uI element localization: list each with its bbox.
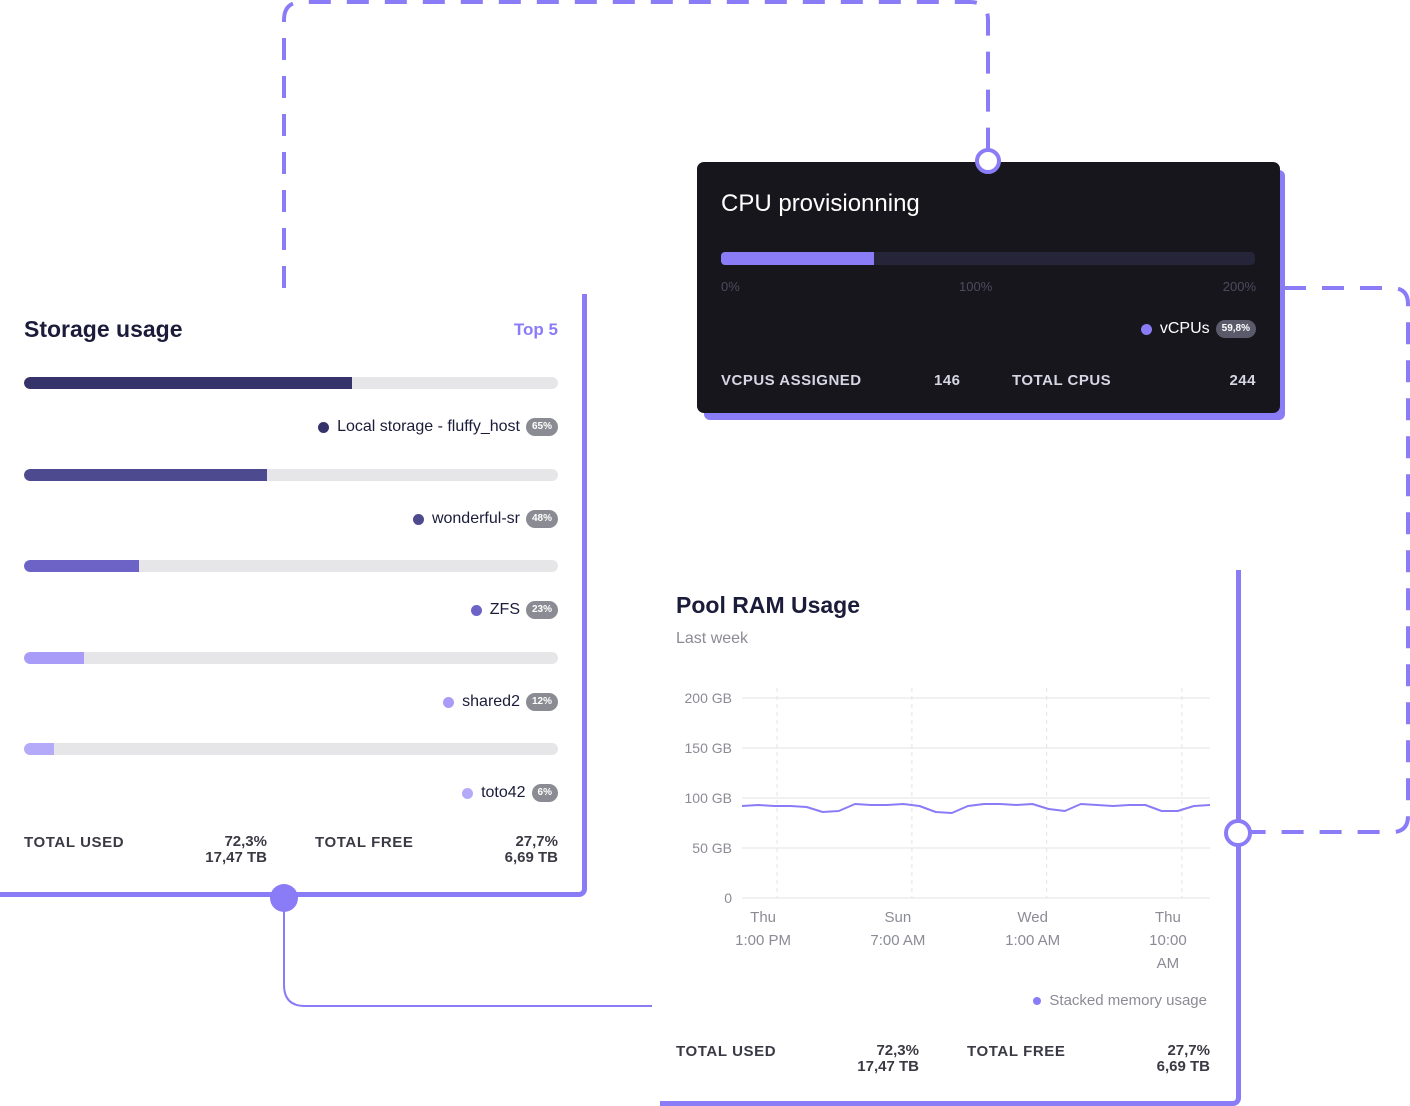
ram-total-free-size: 6,69 TB <box>1156 1058 1210 1075</box>
storage-connector-node <box>270 884 298 912</box>
storage-item-name: shared2 <box>462 693 520 710</box>
cpu-tick-0: 0% <box>721 279 740 294</box>
storage-card-title: Storage usage <box>24 316 183 342</box>
ram-chart-legend: Stacked memory usage <box>1033 992 1207 1009</box>
top5-filter-link[interactable]: Top 5 <box>513 320 558 339</box>
storage-percent-badge: 65% <box>525 418 558 436</box>
ram-legend-dot <box>1033 996 1042 1005</box>
x-tick-label: Wed 1:00 AM <box>1005 909 1060 949</box>
storage-legend-dot <box>443 696 455 708</box>
storage-legend-dot <box>462 787 474 799</box>
storage-totals: TOTAL USED 72,3% 17,47 TB TOTAL FREE 27,… <box>24 834 558 866</box>
storage-bar-track <box>24 469 558 481</box>
total-used-label: TOTAL USED <box>24 834 125 851</box>
y-tick-label: 50 GB <box>692 840 732 856</box>
total-used-percent: 72,3% <box>224 833 267 850</box>
storage-item: shared2 12% <box>24 652 558 711</box>
storage-bar-fill <box>24 377 353 389</box>
cpu-card-title: CPU provisionning <box>721 190 920 217</box>
ram-total-used-value: 72,3% 17,47 TB <box>796 1043 919 1075</box>
storage-percent-badge: 12% <box>525 693 558 711</box>
total-free-percent: 27,7% <box>515 833 558 850</box>
storage-item: Local storage - fluffy_host 65% <box>24 377 558 436</box>
cpu-tick-100: 100% <box>959 279 993 294</box>
ram-total-used-size: 17,47 TB <box>857 1058 919 1075</box>
solid-connector-bottom <box>283 898 652 1007</box>
storage-bar-track <box>24 652 558 664</box>
ram-card-title: Pool RAM Usage <box>676 592 861 618</box>
storage-item-name: Local storage - fluffy_host <box>337 418 520 435</box>
vcpu-legend-label: vCPUs <box>1159 320 1210 337</box>
dashed-connector-top <box>282 0 990 288</box>
total-cpus-value: 244 <box>1229 372 1256 389</box>
x-tick-label: Thu 1:00 PM <box>735 909 791 949</box>
cpu-provisioning-card: CPU provisionning 0% 100% 200% vCPUs 59,… <box>697 162 1280 413</box>
storage-item-legend: ZFS 23% <box>24 601 558 619</box>
storage-bar-fill <box>24 652 85 664</box>
cpu-legend: vCPUs 59,8% <box>1140 320 1256 338</box>
y-tick-label: 150 GB <box>685 740 732 756</box>
x-tick-label: Sun 7:00 AM <box>870 909 925 949</box>
x-tick-label: Thu 10:00 AM <box>1149 909 1187 972</box>
dashed-connector-right <box>1248 286 1410 834</box>
total-used-size: 17,47 TB <box>205 849 267 866</box>
storage-item-legend: shared2 12% <box>24 693 558 711</box>
cpu-progress-track <box>721 252 1255 265</box>
storage-item-name: wonderful-sr <box>431 510 520 527</box>
ram-connector-node <box>1224 819 1252 847</box>
ram-total-free-label: TOTAL FREE <box>967 1043 1066 1060</box>
storage-legend-dot <box>470 604 482 616</box>
ram-total-used-percent: 72,3% <box>876 1042 919 1059</box>
ram-card-subtitle: Last week <box>676 630 749 647</box>
vcpus-assigned-value: 146 <box>934 372 961 389</box>
storage-bar-fill <box>24 469 267 481</box>
storage-item-name: ZFS <box>489 601 520 618</box>
ram-total-used-label: TOTAL USED <box>676 1043 777 1060</box>
cpu-tick-200: 200% <box>1222 279 1256 294</box>
ram-totals: TOTAL USED 72,3% 17,47 TB TOTAL FREE 27,… <box>676 1043 1210 1075</box>
storage-percent-badge: 6% <box>531 784 558 802</box>
y-tick-label: 100 GB <box>685 790 732 806</box>
storage-bar-fill <box>24 560 139 572</box>
storage-item-name: toto42 <box>481 784 526 801</box>
vcpu-legend-dot <box>1140 323 1152 335</box>
ram-legend-label: Stacked memory usage <box>1049 992 1207 1009</box>
total-free-label: TOTAL FREE <box>315 834 414 851</box>
total-free-value: 27,7% 6,69 TB <box>445 834 558 866</box>
storage-percent-badge: 48% <box>525 510 558 528</box>
storage-legend-dot <box>318 421 330 433</box>
storage-item-legend: Local storage - fluffy_host 65% <box>24 418 558 436</box>
y-tick-label: 0 <box>724 890 732 906</box>
cpu-progress-fill <box>721 252 875 265</box>
storage-item: wonderful-sr 48% <box>24 469 558 528</box>
total-used-value: 72,3% 17,47 TB <box>144 834 267 866</box>
vcpu-percent-badge: 59,8% <box>1215 320 1256 338</box>
y-tick-label: 200 GB <box>685 690 732 706</box>
ram-usage-series-line <box>741 803 1211 814</box>
storage-item: ZFS 23% <box>24 560 558 619</box>
storage-bar-track <box>24 377 558 389</box>
storage-bar-fill <box>24 743 54 755</box>
storage-bar-track <box>24 560 558 572</box>
storage-legend-dot <box>412 513 424 525</box>
total-free-size: 6,69 TB <box>504 849 558 866</box>
storage-bar-track <box>24 743 558 755</box>
total-cpus-label: TOTAL CPUS <box>1012 372 1112 389</box>
storage-item-legend: toto42 6% <box>24 784 558 802</box>
pool-ram-usage-card: Pool RAM Usage Last week 200 GB 150 GB 100… <box>660 570 1241 1106</box>
ram-total-free-percent: 27,7% <box>1167 1042 1210 1059</box>
storage-percent-badge: 23% <box>525 601 558 619</box>
vcpus-assigned-label: VCPUS ASSIGNED <box>721 372 862 389</box>
storage-usage-card: Storage usage Top 5 Local storage - fluf… <box>0 294 587 897</box>
cpu-connector-node <box>975 148 1001 174</box>
ram-total-free-value: 27,7% 6,69 TB <box>1097 1043 1210 1075</box>
storage-item: toto42 6% <box>24 743 558 802</box>
storage-item-legend: wonderful-sr 48% <box>24 510 558 528</box>
